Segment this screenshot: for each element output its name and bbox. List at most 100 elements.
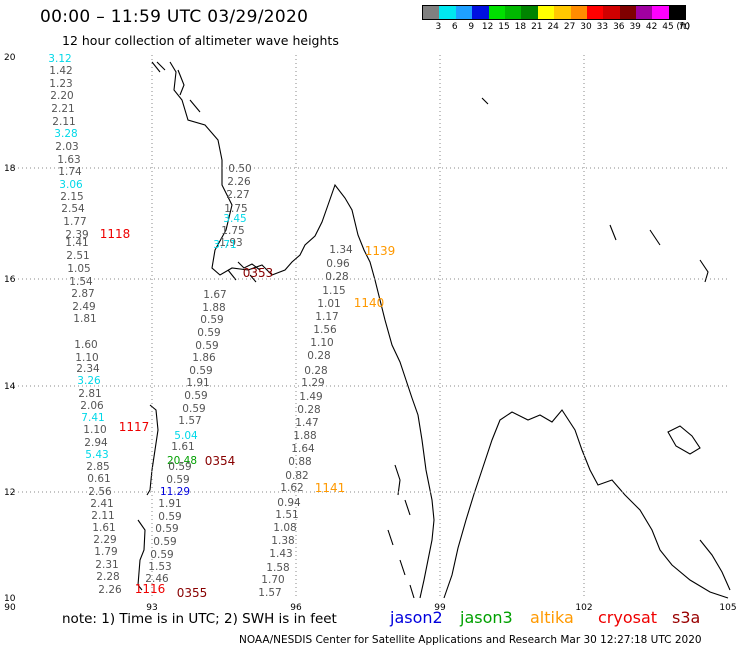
track2-swh-value: 2.26 [227,176,251,188]
track1-swh-value: 2.41 [90,498,113,510]
track1-swh-value: 2.21 [51,103,74,115]
track3-swh-value: 1.08 [273,522,296,534]
myanmar-coast [169,61,435,599]
track1-swh-value: 3.12 [48,53,71,65]
track1-swh-value: 2.20 [50,90,73,102]
track1-swh-value: 2.34 [76,363,100,375]
legend-tick-label: 45 [662,22,674,32]
track2-swh-value: 3.71 [213,239,236,251]
pass-time-label: 0355 [177,586,208,600]
legend-swatch [488,6,505,19]
track1-swh-value: 1.10 [75,352,98,364]
track2-swh-value: 5.04 [174,430,198,442]
track2-swh-value: 3.45 [223,213,246,225]
color-legend: 3 6 9 12 15 18 21 24 27 30 33 36 39 42 45 70 (ft) [422,5,690,34]
track2-swh-value: 20.48 [167,455,197,467]
track3-swh-value: 1.70 [261,574,284,586]
track1-swh-value: 7.41 [81,412,104,424]
track1-swh-value: 2.28 [96,571,119,583]
track2-swh-value: 1.86 [192,352,216,364]
track3-swh-value: 0.28 [297,404,320,416]
track1-swh-value: 2.11 [91,510,114,522]
pass-time-label: 1118 [100,227,131,241]
track1-swh-value: 2.81 [78,388,101,400]
track1-swh-value: 1.23 [49,78,72,90]
pass-time-label: 1140 [354,296,385,310]
track2-swh-value: 1.75 [224,203,247,215]
track1-swh-value: 3.26 [77,375,101,387]
track1-swh-value: 3.06 [59,179,83,191]
track1-swh-value: 1.61 [92,522,115,534]
satellite-name: altika [530,608,574,627]
lat-label: 16 [4,275,16,285]
track2-swh-value: 1.53 [148,561,171,573]
track2-swh-value: 1.88 [202,302,225,314]
track2-swh-value: 11.29 [160,486,190,498]
track1-swh-value: 2.11 [52,116,75,128]
legend-tick-label: 33 [596,22,609,32]
pass-time-label: 0353 [243,266,274,280]
track2-swh-value: 0.59 [189,365,212,377]
track1-swh-value: 1.79 [94,546,117,558]
legend-swatch [668,6,686,19]
track1-swh-value: 2.06 [80,400,104,412]
andaman-south [137,519,146,591]
track1-swh-value: 5.43 [85,449,108,461]
track1-swh-value: 2.54 [61,203,85,215]
legend-swatch [423,6,440,19]
track3-swh-value: 0.28 [325,271,348,283]
track3-swh-value: 1.49 [299,391,322,403]
legend-tick-label: 18 [514,22,527,32]
irrawaddy-delta [227,261,261,283]
legend-swatch [537,6,555,19]
north-islands [481,97,709,283]
track1-swh-value: 3.28 [54,128,77,140]
track2-swh-value: 2.27 [226,189,249,201]
legend-swatch [439,6,456,19]
track3-swh-value: 1.57 [258,587,281,599]
lon-label: 90 [4,603,16,613]
track1-swh-value: 2.15 [60,191,83,203]
legend-swatch [652,6,669,19]
legend-tick-label: 70 [678,22,691,32]
legend-tick-label: 21 [531,22,543,32]
satellite-name: cryosat [598,608,658,627]
satellite-name: s3a [672,608,701,627]
track3-swh-value: 1.64 [291,443,315,455]
upper-inlets [151,61,201,113]
track3-swh-value: 1.34 [329,244,353,256]
track1-swh-value: 2.51 [66,250,89,262]
track2-swh-value: 0.59 [184,390,207,402]
lat-label: 18 [4,164,16,174]
track1-swh-value: 2.03 [55,141,78,153]
track3-swh-value: 0.94 [277,497,301,509]
pass-time-label: 1139 [365,244,396,258]
andaman-north [146,404,159,496]
pass-time-label: 1117 [119,420,150,434]
legend-tick-label: 24 [547,22,559,32]
track3-swh-value: 0.96 [326,258,350,270]
legend-tick-label: 42 [645,22,658,32]
legend-tick-label: 9 [468,22,475,32]
track1-swh-value: 1.81 [73,313,96,325]
track1-swh-value: 1.74 [58,166,82,178]
legend-tick-label: 15 [498,22,510,32]
legend-tick-label: 3 [435,22,442,32]
legend-swatch [455,6,473,19]
east-coast-fragment [699,539,731,591]
track3-swh-value: 0.82 [285,470,308,482]
track1-swh-value: 2.87 [71,288,94,300]
track2-swh-value: 1.57 [178,415,201,427]
track3-swh-value: 0.88 [288,456,311,468]
track1-swh-value: 2.85 [86,461,109,473]
lon-label: 105 [719,603,736,613]
track3-swh-value: 1.29 [301,377,324,389]
track2-swh-value: 1.91 [186,377,209,389]
pass-time-label: 0354 [205,454,236,468]
track1-swh-value: 2.94 [84,437,108,449]
track3-swh-value: 1.51 [275,509,298,521]
lon-label: 96 [290,603,302,613]
lat-label: 20 [4,53,16,63]
track2-swh-value: 0.59 [195,340,218,352]
